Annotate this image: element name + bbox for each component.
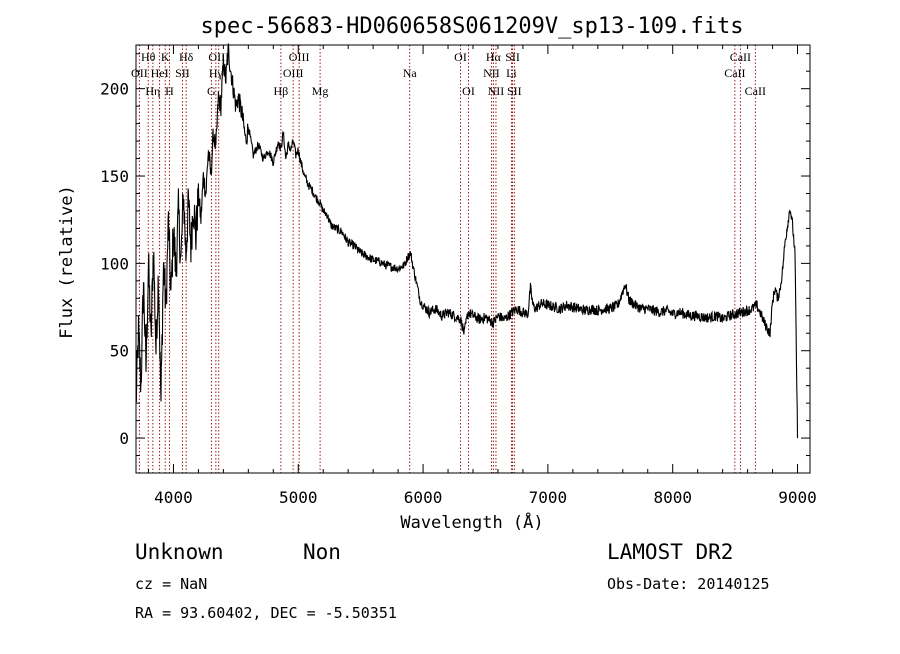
redshift-text: cz = NaN <box>135 575 207 593</box>
line-label-1: OII <box>131 66 148 80</box>
line-label-12: OIII <box>289 50 310 64</box>
x-tick-label: 4000 <box>154 488 193 507</box>
chart-title: spec-56683-HD060658S061209V_sp13-109.fit… <box>200 14 743 39</box>
x-axis-label: Wavelength (Å) <box>400 511 543 533</box>
flux-curve <box>135 43 799 439</box>
line-label-17: OI <box>462 84 475 98</box>
line-label-13: OIII <box>283 66 304 80</box>
line-label-22: Li <box>506 66 517 80</box>
line-label-2: Hη <box>145 84 160 98</box>
y-tick-label: 150 <box>100 167 129 186</box>
object-subclass: Non <box>303 540 341 564</box>
coordinates-text: RA = 93.60402, DEC = -5.50351 <box>135 604 397 622</box>
y-tick-label: 0 <box>119 429 129 448</box>
x-tick-label: 7000 <box>529 488 568 507</box>
x-tick-label: 9000 <box>778 488 817 507</box>
line-label-24: CaII <box>730 50 751 64</box>
plot-frame <box>135 44 811 474</box>
x-tick-label: 6000 <box>404 488 443 507</box>
object-class: Unknown <box>135 540 224 564</box>
line-label-16: OI <box>454 50 467 64</box>
line-label-9: Hγ <box>209 66 224 80</box>
line-label-25: CaII <box>724 66 745 80</box>
line-label-8: OIII <box>208 50 229 64</box>
x-axis: 4000 5000 6000 7000 8000 9000 <box>147 45 817 507</box>
line-label-19: NII <box>483 66 500 80</box>
line-label-0: Hθ <box>141 50 156 64</box>
x-tick-label: 5000 <box>279 488 318 507</box>
x-tick-label: 8000 <box>653 488 692 507</box>
y-tick-label: 200 <box>100 80 129 99</box>
line-label-5: H <box>165 84 174 98</box>
line-label-26: CaII <box>745 84 766 98</box>
y-axis-label: Flux (relative) <box>57 185 77 339</box>
line-label-23: SII <box>507 84 522 98</box>
line-label-18: Hα <box>486 50 502 64</box>
line-label-4: K <box>161 50 170 64</box>
survey-name: LAMOST DR2 <box>607 540 733 564</box>
line-label-10: G <box>207 84 216 98</box>
y-tick-label: 50 <box>110 342 129 361</box>
line-label-21: SII <box>505 50 520 64</box>
spectral-line-markers <box>138 45 756 473</box>
line-label-14: Mg <box>312 84 329 98</box>
y-axis: 0 50 100 150 200 <box>100 53 810 457</box>
line-label-7: Hδ <box>179 50 194 64</box>
line-label-20: NII <box>488 84 505 98</box>
y-tick-label: 100 <box>100 254 129 273</box>
line-label-3: HeI <box>151 66 169 80</box>
line-label-11: Hβ <box>274 84 289 98</box>
line-label-6: SII <box>175 66 190 80</box>
obs-date-text: Obs-Date: 20140125 <box>607 575 770 593</box>
line-label-15: Na <box>403 66 418 80</box>
